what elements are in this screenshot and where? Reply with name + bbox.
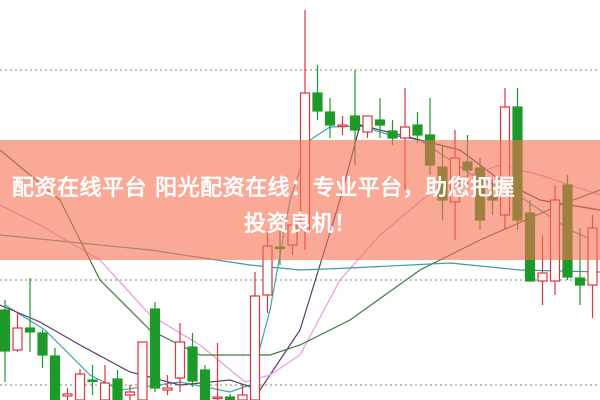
candle-down [187,333,198,387]
candle-up [237,385,248,400]
candle-body [187,346,198,382]
candle-body [174,341,186,379]
promo-banner [0,140,600,260]
candle-down [0,300,11,382]
candle-up [74,369,86,400]
candle-body [137,341,148,400]
candle-body [349,115,361,131]
candle-body [362,115,373,133]
candle-body [312,92,323,112]
candle-up [249,272,261,400]
candle-body [149,308,161,389]
candle-up [99,365,111,400]
candle-body [162,387,173,391]
candle-down [149,302,161,392]
candle-down [112,370,123,400]
candle-body [399,126,411,139]
candle-body [224,396,236,400]
candle-body [374,119,386,126]
candle-body [324,111,336,126]
candle-body [237,394,248,400]
candle-body [124,391,136,396]
candle-up [174,323,186,392]
candle-body [212,396,223,400]
candle-down [224,394,236,400]
candle-body [249,295,261,400]
candle-body [199,369,211,400]
candle-body [337,124,348,128]
candle-body [112,378,123,400]
candle-up [137,341,148,400]
candle-up [362,115,373,138]
banner-headline-line1: 配资在线平台 阳光配资在线：专业平台，助您把握 [12,176,516,201]
candle-down [37,330,48,368]
banner-headline-line2: 投资良机！ [244,212,357,237]
candle-down [87,365,98,395]
candle-body [387,130,398,139]
candle-up [212,343,223,400]
candle-up [62,388,73,400]
candle-up [12,312,23,352]
candle-up [337,116,348,135]
candle-body [12,327,23,351]
candle-down [312,65,323,120]
candle-body [574,277,586,286]
candle-body [87,379,98,383]
candle-body [74,373,86,400]
candle-down [199,365,211,400]
candle-body [412,124,423,136]
candle-body [37,332,48,356]
candle-body [99,382,111,400]
candle-body [49,355,61,400]
candle-body [537,272,548,282]
candle-up [124,385,136,400]
candle-up [162,375,173,395]
candle-body [62,393,73,397]
candle-down [324,98,336,138]
candle-body [0,309,11,352]
candle-down [24,278,36,352]
candle-down [374,98,386,138]
candle-body [24,327,36,333]
candle-down [49,348,61,400]
